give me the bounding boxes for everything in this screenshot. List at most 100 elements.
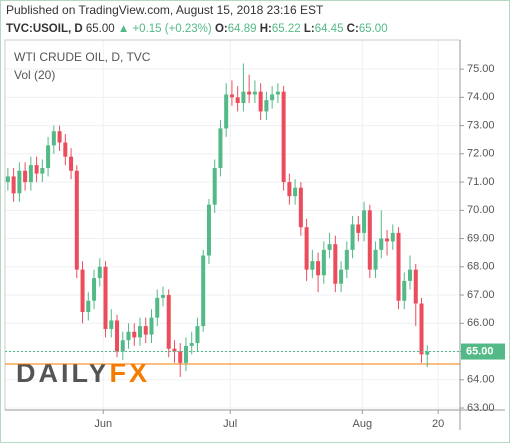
candle-body [425, 351, 430, 355]
candle-body [212, 167, 217, 205]
candle-body [46, 145, 51, 168]
last: 65.00 [86, 23, 115, 35]
y-tick-label: 75.00 [467, 63, 495, 75]
candle-body [115, 320, 120, 352]
candle-body [80, 269, 85, 312]
y-tick-label: 69.00 [467, 232, 495, 244]
candle-body [373, 249, 378, 270]
candle-body [275, 91, 280, 95]
published: Published on TradingView.com, August 15,… [6, 3, 324, 17]
y-tick-label: 67.00 [467, 289, 495, 301]
candle-body [74, 170, 79, 270]
x-tick-label: Aug [353, 418, 373, 430]
candle-body [155, 297, 160, 318]
candle-body [316, 261, 321, 276]
low: 64.45 [315, 23, 344, 35]
y-tick-label: 68.00 [467, 261, 495, 273]
high-label: H: [260, 23, 272, 35]
candle-body [350, 224, 355, 250]
candle-body [419, 303, 424, 355]
candle-body [92, 278, 97, 301]
candle-body [327, 244, 332, 250]
open: 64.89 [228, 23, 257, 35]
candle-body [149, 317, 154, 335]
last-price-box [461, 343, 505, 360]
candle-body [126, 331, 131, 341]
x-tick-label: Jun [94, 418, 112, 430]
candle-body [103, 266, 108, 329]
change: +0.15 (+0.23%) [132, 23, 211, 35]
y-tick-label: 70.00 [467, 204, 495, 216]
candle-body [5, 176, 10, 183]
candle-body [166, 295, 171, 349]
low-label: L: [304, 23, 315, 35]
candle-body [224, 94, 229, 129]
open-label: O: [215, 23, 228, 35]
candle-body [229, 94, 234, 98]
candle-body [160, 295, 165, 298]
symbol-line: TVC:USOIL, D 65.00 ▲ +0.15 (+0.23%) O:64… [6, 23, 388, 35]
close: 65.00 [359, 23, 388, 35]
x-tick-label: 20 [432, 418, 444, 430]
candle-body [143, 326, 148, 335]
candle-body [367, 210, 372, 270]
candle-body [28, 165, 33, 183]
candle-body [321, 249, 326, 276]
candle-body [206, 204, 211, 256]
candle-body [298, 187, 303, 228]
candle-body [63, 142, 68, 157]
candle-body [258, 91, 263, 112]
y-tick-label: 74.00 [467, 91, 495, 103]
candle-body [264, 100, 269, 112]
candle-body [339, 269, 344, 284]
candle-body [287, 182, 292, 197]
y-tick-label: 64.00 [467, 374, 495, 386]
candle-body [304, 227, 309, 270]
y-tick-label: 71.00 [467, 176, 495, 188]
candle-body [17, 170, 22, 194]
candle-body [218, 128, 223, 168]
candle-body [11, 176, 16, 194]
y-tick-label: 72.00 [467, 148, 495, 160]
watermark: DAILYFX [16, 358, 150, 388]
candle-body [408, 269, 413, 281]
candle-body [109, 320, 114, 329]
legend-volume: Vol (20) [14, 68, 55, 82]
candle-body [97, 266, 102, 279]
y-tick-label: 73.00 [467, 119, 495, 131]
symbol: TVC:USOIL, D [6, 23, 83, 35]
arrow: ▲ [118, 23, 129, 35]
candle-body [195, 326, 200, 344]
candle-body [310, 261, 315, 270]
candle-body [270, 94, 275, 101]
candle-body [379, 238, 384, 250]
candle-body [178, 351, 183, 363]
candle-body [172, 348, 177, 352]
candle-body [247, 91, 252, 95]
watermark-fx: FX [110, 358, 151, 388]
candle-body [344, 249, 349, 270]
candle-body [34, 165, 39, 174]
candle-body [413, 269, 418, 304]
watermark-daily: DAILY [16, 358, 110, 388]
y-tick-label: 66.00 [467, 317, 495, 329]
candle-body [390, 232, 395, 242]
candle-body [51, 131, 56, 146]
candle-body [137, 326, 143, 338]
candle-body [293, 187, 298, 197]
last-price-label: 65.00 [466, 345, 494, 357]
high: 65.22 [272, 23, 301, 35]
candle-body [402, 280, 407, 301]
candle-body [69, 156, 74, 171]
candle-body [40, 167, 45, 174]
candle-body [356, 224, 361, 233]
candle-body [241, 91, 246, 103]
candle-body [189, 343, 194, 346]
candle-body [252, 91, 257, 95]
candle-body [23, 170, 28, 183]
candle-body [385, 238, 390, 242]
candle-body [57, 131, 62, 143]
y-tick-label: 63.00 [467, 402, 495, 414]
